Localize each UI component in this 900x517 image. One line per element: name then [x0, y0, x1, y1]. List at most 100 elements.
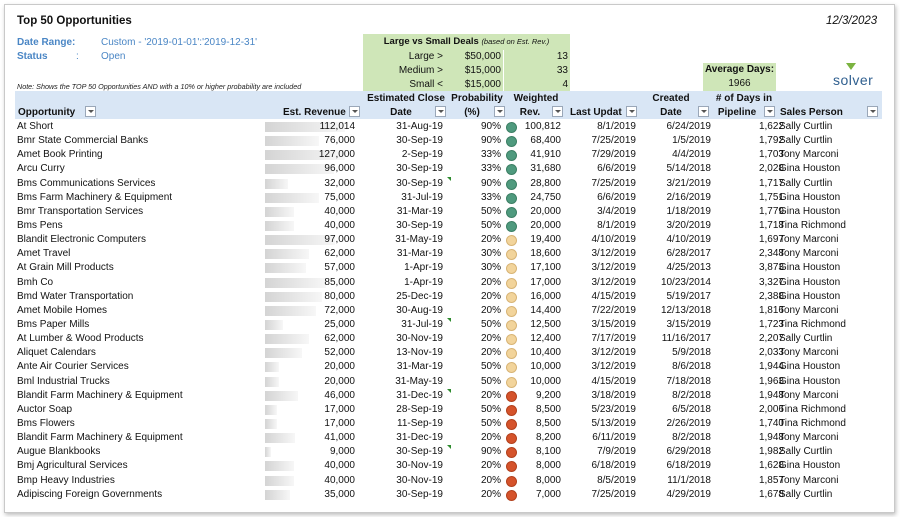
- est-revenue: 80,000: [324, 290, 355, 302]
- summary-threshold: $15,000: [464, 65, 501, 76]
- status-yellow-indicator-icon: [506, 235, 517, 247]
- opportunity-name: Adipiscing Foreign Governments: [17, 488, 163, 500]
- close-date: 30-Nov-19: [396, 333, 443, 345]
- sales-person: Tony Marconi: [779, 149, 839, 161]
- table-row[interactable]: Bms Flowers 17,000 11-Sep-19 50% 8,500 5/13/2…: [15, 417, 882, 431]
- sales-person: Tony Marconi: [779, 389, 839, 401]
- table-row[interactable]: Amet Mobile Homes 72,000 30-Aug-19 20% 14,40…: [15, 304, 882, 318]
- weighted-revenue: 19,400: [530, 234, 561, 246]
- table-row[interactable]: Blandit Farm Machinery & Equipment 46,000…: [15, 388, 882, 403]
- table-row[interactable]: Bmd Water Transportation 80,000 25-Dec-19 2…: [15, 290, 882, 304]
- table-row[interactable]: Amet Travel 62,000 31-Mar-19 30% 18,600 3/12/…: [15, 247, 882, 261]
- status-yellow-indicator-icon: [506, 319, 517, 331]
- table-row[interactable]: Bml Industrial Trucks 20,000 31-May-19 50% 1…: [15, 375, 882, 389]
- table-row[interactable]: Bmj Agricultural Services 40,000 30-Nov-19…: [15, 459, 882, 473]
- table-row[interactable]: Adipiscing Foreign Governments 35,000 30-S…: [15, 488, 882, 502]
- probability: 90%: [480, 446, 501, 458]
- table-row[interactable]: At Lumber & Wood Products 62,000 30-Nov-19…: [15, 332, 882, 346]
- probability: 50%: [480, 219, 501, 231]
- days-in-pipeline: 1,717: [758, 177, 784, 189]
- created-date: 12/13/2018: [660, 304, 711, 316]
- table-row[interactable]: Aliquet Calendars 52,000 13-Nov-19 20% 10,40…: [15, 346, 882, 360]
- status-red-indicator-icon: [506, 475, 517, 487]
- close-date: 30-Aug-19: [396, 304, 443, 316]
- table-row[interactable]: Bms Pens 40,000 30-Sep-19 50% 20,000 8/1/2019…: [15, 219, 882, 233]
- col-days-line1: # of Days in: [715, 93, 773, 104]
- table-row[interactable]: Auctor Soap 17,000 28-Sep-19 50% 8,500 5/23/2…: [15, 403, 882, 417]
- sales-person: Gina Houston: [779, 276, 841, 288]
- weighted-revenue: 8,500: [535, 403, 561, 415]
- created-date: 5/9/2018: [672, 347, 711, 359]
- filter-probability-dropdown[interactable]: [494, 106, 505, 117]
- close-date: 30-Sep-19: [396, 135, 443, 147]
- table-row[interactable]: Augue Blankbooks 9,000 30-Sep-19 90% 8,100 7/…: [15, 445, 882, 459]
- table-row[interactable]: At Short 112,014 31-Aug-19 90% 100,812 8/1/20…: [15, 120, 882, 134]
- days-in-pipeline: 1,779: [758, 205, 784, 217]
- days-in-pipeline: 1,816: [758, 304, 784, 316]
- close-date: 31-Jul-19: [401, 318, 443, 330]
- filter-weighted-dropdown[interactable]: [552, 106, 563, 117]
- close-date: 31-Aug-19: [396, 121, 443, 132]
- opportunity-name: Blandit Electronic Computers: [17, 234, 146, 246]
- col-days-line2: Pipeline: [717, 107, 757, 118]
- summary-row-medium: Medium > $15,000 33: [363, 64, 570, 78]
- status-yellow-indicator-icon: [506, 334, 517, 346]
- status-separator: :: [76, 51, 79, 62]
- filter-sales-person-dropdown[interactable]: [867, 106, 878, 117]
- filter-days-dropdown[interactable]: [764, 106, 775, 117]
- status-value[interactable]: Open: [101, 51, 126, 62]
- days-in-pipeline: 2,006: [758, 403, 784, 415]
- probability: 30%: [480, 248, 501, 260]
- date-range-label: Date Range:: [17, 37, 76, 48]
- date-range-value[interactable]: Custom - '2019-01-01':'2019-12-31': [101, 37, 258, 48]
- last-update: 7/29/2019: [591, 149, 637, 161]
- status-red-indicator-icon: [506, 404, 517, 416]
- probability: 33%: [480, 163, 501, 175]
- last-update: 7/25/2019: [591, 177, 637, 189]
- table-row[interactable]: Bmr Transportation Services 40,000 31-Mar-…: [15, 205, 882, 219]
- revenue-data-bar: [265, 461, 294, 472]
- last-update: 6/18/2019: [591, 460, 637, 472]
- table-row[interactable]: Bms Paper Mills 25,000 31-Jul-19 50% 12,500 3…: [15, 317, 882, 332]
- created-date: 11/16/2017: [661, 333, 711, 345]
- opportunity-name: Bmr Transportation Services: [17, 205, 144, 217]
- table-row[interactable]: Blandit Electronic Computers 97,000 31-May…: [15, 233, 882, 247]
- status-yellow-indicator-icon: [506, 249, 517, 261]
- opportunity-name: Bmd Water Transportation: [17, 290, 134, 302]
- table-row[interactable]: Bmp Heavy Industries 40,000 30-Nov-19 20% 8,…: [15, 474, 882, 488]
- filter-opportunity-dropdown[interactable]: [85, 106, 96, 117]
- table-row[interactable]: Bms Communications Services 32,000 30-Sep-…: [15, 176, 882, 191]
- summary-count: 33: [556, 65, 568, 76]
- table-row[interactable]: Blandit Farm Machinery & Equipment 41,000…: [15, 431, 882, 445]
- est-revenue: 17,000: [324, 417, 355, 429]
- average-days-label: Average Days:: [704, 64, 775, 75]
- table-row[interactable]: Arcu Curry 96,000 30-Sep-19 33% 31,680 6/6/20…: [15, 162, 882, 176]
- filter-created-dropdown[interactable]: [698, 106, 709, 117]
- est-revenue: 72,000: [324, 304, 355, 316]
- table-row[interactable]: Bmr State Commercial Banks 76,000 30-Sep-1…: [15, 134, 882, 148]
- status-red-indicator-icon: [506, 461, 517, 473]
- opportunity-name: Bmh Co: [17, 276, 54, 288]
- weighted-revenue: 12,400: [530, 333, 561, 345]
- days-in-pipeline: 1,703: [758, 149, 784, 161]
- filter-est-revenue-dropdown[interactable]: [349, 106, 360, 117]
- est-revenue: 17,000: [324, 403, 355, 415]
- table-row[interactable]: Bms Farm Machinery & Equipment 75,000 31-J…: [15, 191, 882, 205]
- table-row[interactable]: At Grain Mill Products 57,000 1-Apr-19 30% 1…: [15, 261, 882, 275]
- table-row[interactable]: Amet Book Printing 127,000 2-Sep-19 33% 41,9…: [15, 148, 882, 162]
- close-date: 30-Nov-19: [396, 460, 443, 472]
- probability: 20%: [480, 432, 501, 444]
- revenue-data-bar: [265, 319, 283, 330]
- days-in-pipeline: 1,944: [758, 361, 784, 373]
- days-in-pipeline: 1,857: [758, 474, 784, 486]
- created-date: 6/29/2018: [666, 446, 712, 458]
- table-row[interactable]: Ante Air Courier Services 20,000 31-Mar-19…: [15, 360, 882, 374]
- est-revenue: 57,000: [324, 262, 355, 274]
- cell-comment-indicator: [447, 388, 451, 393]
- close-date: 31-Mar-19: [396, 248, 443, 260]
- opportunity-name: Augue Blankbooks: [17, 446, 101, 458]
- filter-last-update-dropdown[interactable]: [626, 106, 637, 117]
- filter-close-date-dropdown[interactable]: [435, 106, 446, 117]
- sales-person: Tina Richmond: [779, 318, 846, 330]
- table-row[interactable]: Bmh Co 85,000 1-Apr-19 20% 17,000 3/12/2019 10…: [15, 276, 882, 290]
